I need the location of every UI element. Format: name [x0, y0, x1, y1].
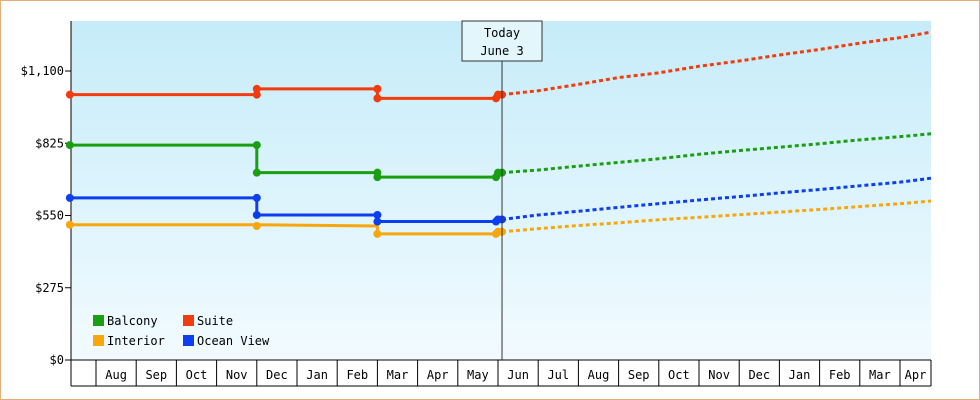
data-point: [252, 141, 261, 150]
legend-swatch: [183, 315, 194, 326]
legend-label: Ocean View: [197, 334, 270, 348]
data-point: [65, 193, 74, 202]
today-box: [461, 20, 543, 62]
data-point: [252, 84, 261, 93]
data-point: [252, 210, 261, 219]
month-label: Aug: [105, 368, 127, 382]
month-label: Nov: [226, 368, 248, 382]
month-label: Jul: [547, 368, 569, 382]
month-label: Dec: [266, 368, 288, 382]
data-point: [65, 220, 74, 229]
data-point: [65, 90, 74, 99]
month-label: Mar: [869, 368, 891, 382]
month-label: Mar: [387, 368, 409, 382]
forecast-line: [501, 132, 932, 175]
legend-label: Interior: [107, 334, 165, 348]
month-label: Jan: [789, 368, 811, 382]
series-layer: [65, 30, 932, 238]
y-tick-label: $275: [35, 281, 64, 295]
data-point: [373, 210, 382, 219]
series-suite: [65, 30, 932, 103]
legend-swatch: [93, 335, 104, 346]
legend-label: Balcony: [107, 314, 158, 328]
data-point: [373, 217, 382, 226]
data-point: [252, 193, 261, 202]
month-label: Aug: [588, 368, 610, 382]
data-point: [252, 90, 261, 99]
data-point: [373, 173, 382, 182]
month-label: Nov: [708, 368, 730, 382]
axes: $0 $275 $550 $825 $1,100 Aug Sep Oct Nov Dec Jan Fe…: [21, 21, 932, 387]
y-tick-label: $825: [35, 136, 64, 150]
today-label: Today: [484, 26, 520, 40]
data-point: [65, 141, 74, 150]
legend-swatch: [93, 315, 104, 326]
y-tick-label: $0: [50, 353, 64, 367]
month-label: Sep: [628, 368, 650, 382]
month-label: Feb: [346, 368, 368, 382]
data-point: [252, 168, 261, 177]
series-balcony: [65, 132, 932, 182]
legend: Balcony Suite Interior Ocean View: [93, 314, 270, 348]
month-label: Oct: [186, 368, 208, 382]
data-point: [373, 94, 382, 103]
forecast-line: [501, 199, 932, 234]
legend-label: Suite: [197, 314, 233, 328]
series-ocean-view: [65, 176, 932, 226]
today-marker: Today June 3: [461, 20, 543, 360]
month-label: Apr: [905, 368, 927, 382]
legend-swatch: [183, 335, 194, 346]
month-label: Dec: [748, 368, 770, 382]
month-label: Oct: [668, 368, 690, 382]
month-label: May: [467, 368, 489, 382]
today-date: June 3: [480, 44, 523, 58]
month-label: Sep: [145, 368, 167, 382]
forecast-line: [501, 176, 932, 221]
y-tick-label: $1,100: [21, 64, 64, 78]
forecast-line: [501, 30, 932, 97]
month-label: Jun: [507, 368, 529, 382]
y-tick-label: $550: [35, 209, 64, 223]
data-point: [373, 229, 382, 238]
month-label: Apr: [427, 368, 449, 382]
data-point: [373, 84, 382, 93]
month-label: Feb: [829, 368, 851, 382]
series-interior: [65, 199, 932, 238]
month-label: Jan: [306, 368, 328, 382]
plot-area: [71, 21, 931, 360]
data-point: [252, 222, 261, 231]
